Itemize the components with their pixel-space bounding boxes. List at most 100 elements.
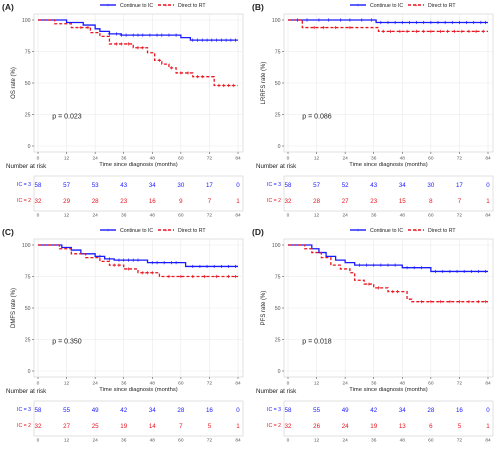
risk-x-tick-label: 48 — [150, 213, 156, 219]
risk-count-ic2: 19 — [370, 423, 377, 430]
censor-mark — [119, 42, 123, 46]
risk-count-ic2: 1 — [236, 198, 240, 205]
censor-mark — [126, 42, 131, 46]
censor-mark — [367, 282, 371, 286]
censor-mark — [195, 75, 200, 79]
x-tick-label: 72 — [207, 381, 213, 387]
y-tick-label: 75 — [25, 50, 31, 56]
x-tick-label: 60 — [428, 381, 434, 387]
risk-x-tick-label: 72 — [457, 438, 463, 444]
survival-curve-rt — [38, 19, 238, 87]
risk-count-ic3: 58 — [35, 182, 42, 189]
censor-mark — [438, 300, 442, 304]
censor-mark — [422, 29, 426, 33]
y-tick-label: 0 — [28, 369, 31, 375]
risk-count-ic3: 52 — [342, 182, 349, 189]
risk-count-ic3: 17 — [456, 182, 463, 189]
risk-count-ic2: 7 — [208, 198, 212, 205]
censor-mark — [198, 264, 202, 269]
censor-mark — [148, 33, 152, 37]
risk-count-ic3: 53 — [92, 182, 99, 189]
censor-mark — [379, 20, 383, 25]
censor-mark — [438, 29, 442, 33]
risk-table-title: Number at risk — [256, 388, 297, 395]
censor-mark — [126, 267, 131, 271]
risk-row-label-ic3: IC = 3 — [17, 407, 31, 413]
censor-mark — [79, 25, 83, 30]
censor-mark — [453, 29, 457, 33]
censor-mark — [157, 58, 162, 62]
risk-count-ic2: 7 — [458, 198, 462, 205]
censor-mark — [141, 46, 145, 50]
risk-row-label-ic2: IC = 2 — [17, 423, 31, 429]
panel-d: (D) + Continue to IC + Direct to RT025507510… — [252, 227, 494, 444]
risk-x-tick-label: 48 — [400, 438, 406, 444]
legend-marker-1: + — [164, 3, 167, 9]
risk-count-ic2: 1 — [236, 423, 240, 430]
censor-mark — [467, 29, 471, 33]
legend-marker-1: + — [164, 228, 167, 234]
legend-label-0: Continue to IC — [120, 228, 153, 234]
censor-mark — [117, 258, 121, 262]
risk-row-label-ic3: IC = 3 — [267, 182, 281, 188]
censor-mark — [136, 33, 140, 37]
censor-mark — [405, 29, 409, 33]
y-axis-title: LRRFS rate (%) — [261, 62, 267, 105]
risk-count-ic2: 7 — [179, 423, 183, 430]
panel-label: (C) — [2, 227, 14, 237]
x-tick-label: 12 — [64, 156, 70, 162]
legend-label-1: Direct to RT — [178, 228, 206, 234]
y-tick-label: 100 — [272, 18, 281, 24]
legend: + Continue to IC + Direct to RT — [100, 228, 206, 234]
censor-mark — [226, 83, 231, 88]
legend: + Continue to IC + Direct to RT — [350, 3, 456, 9]
censor-mark — [229, 38, 233, 42]
y-tick-label: 0 — [28, 144, 31, 150]
risk-count-ic3: 17 — [206, 182, 213, 189]
censor-mark — [131, 33, 135, 37]
censor-mark — [169, 66, 173, 70]
risk-table-box — [283, 175, 494, 212]
censor-mark — [479, 20, 483, 25]
risk-x-tick-label: 84 — [485, 438, 491, 444]
censor-mark — [443, 20, 447, 25]
legend-label-0: Continue to IC — [370, 3, 403, 9]
censor-mark — [119, 33, 123, 37]
risk-table-title: Number at risk — [256, 163, 297, 170]
censor-mark — [429, 300, 433, 304]
censor-mark — [141, 33, 145, 37]
censor-mark — [436, 20, 440, 25]
p-value: p = 0.086 — [302, 113, 331, 120]
risk-x-tick-label: 24 — [92, 438, 98, 444]
censor-mark — [476, 269, 481, 274]
risk-count-ic3: 16 — [456, 407, 463, 414]
censor-mark — [364, 263, 369, 267]
censor-mark — [179, 274, 183, 279]
y-tick-label: 75 — [275, 50, 281, 56]
risk-x-tick-label: 0 — [287, 213, 290, 219]
censor-mark — [457, 20, 462, 25]
censor-mark — [484, 300, 488, 304]
x-tick-label: 48 — [400, 381, 406, 387]
risk-count-ic2: 16 — [149, 198, 156, 205]
censor-mark — [376, 286, 381, 290]
censor-mark — [305, 18, 309, 22]
risk-count-ic3: 42 — [370, 407, 377, 414]
risk-count-ic3: 28 — [427, 407, 434, 414]
censor-mark — [334, 25, 338, 30]
risk-count-ic3: 55 — [63, 407, 70, 414]
censor-mark — [326, 18, 331, 22]
censor-mark — [484, 20, 488, 25]
censor-mark — [214, 274, 219, 279]
x-tick-label: 0 — [37, 381, 40, 387]
censor-mark — [155, 33, 159, 37]
risk-x-tick-label: 72 — [207, 438, 213, 444]
x-tick-label: 84 — [235, 381, 241, 387]
x-axis-title: Time since diagnosis (months) — [349, 162, 427, 168]
censor-mark — [122, 258, 126, 262]
risk-row-label-ic2: IC = 2 — [267, 423, 281, 429]
censor-mark — [219, 264, 223, 269]
censor-mark — [379, 263, 383, 267]
censor-mark — [419, 266, 423, 270]
